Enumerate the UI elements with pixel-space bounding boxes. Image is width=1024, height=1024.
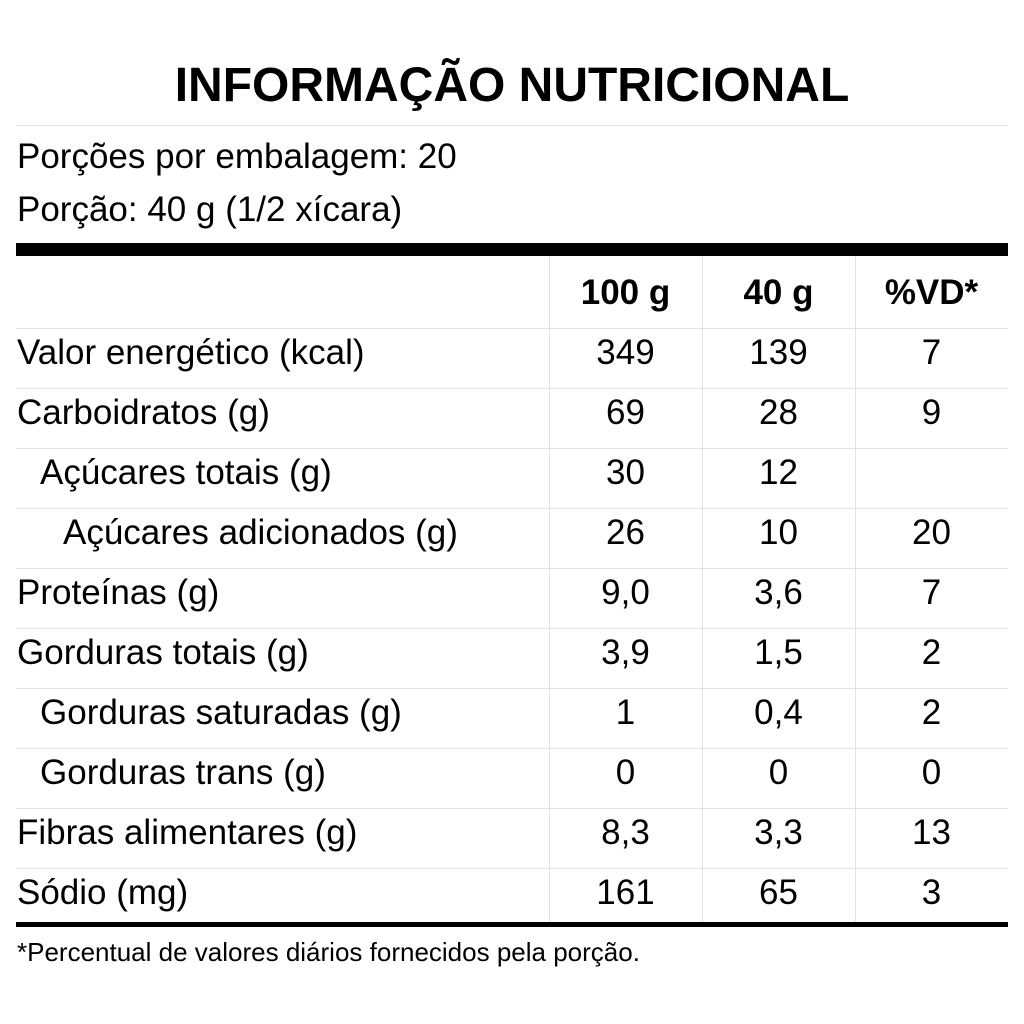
row-divider [16, 568, 1008, 569]
row-label: Valor energético (kcal) [17, 333, 365, 372]
column-header: %VD* [884, 273, 979, 312]
row-divider [16, 748, 1008, 749]
row-divider [16, 328, 1008, 329]
row-label: Gorduras totais (g) [17, 633, 309, 672]
row-label: Fibras alimentares (g) [17, 813, 358, 852]
row-divider [16, 448, 1008, 449]
row-label: Sódio (mg) [17, 873, 189, 912]
row-value: 65 [759, 873, 798, 912]
row-value: 349 [596, 333, 655, 372]
row-value: 2 [921, 633, 942, 672]
row-label: Gorduras saturadas (g) [40, 693, 402, 732]
column-header: 40 g [743, 273, 814, 312]
row-value: 30 [606, 453, 645, 492]
row-value: 9 [921, 393, 942, 432]
row-value: 26 [606, 513, 645, 552]
column-divider [549, 256, 550, 922]
serving-size: Porção: 40 g (1/2 xícara) [17, 190, 403, 229]
row-value: 1 [615, 693, 636, 732]
footnote: *Percentual de valores diários fornecido… [17, 937, 640, 967]
row-value: 2 [921, 693, 942, 732]
column-header: 100 g [580, 273, 671, 312]
row-label: Açúcares adicionados (g) [63, 513, 458, 552]
row-divider [16, 688, 1008, 689]
servings-per-package: Porções por embalagem: 20 [17, 137, 457, 176]
row-value: 3,6 [754, 573, 803, 612]
bottom-bar [16, 922, 1008, 927]
row-value: 1,5 [754, 633, 803, 672]
row-label: Carboidratos (g) [17, 393, 270, 432]
row-value: 0 [768, 753, 789, 792]
row-label: Açúcares totais (g) [40, 453, 332, 492]
row-value: 7 [921, 333, 942, 372]
row-value: 3 [921, 873, 942, 912]
row-value: 0,4 [754, 693, 803, 732]
row-divider [16, 628, 1008, 629]
row-value: 12 [759, 453, 798, 492]
row-value: 9,0 [601, 573, 650, 612]
column-divider [855, 256, 856, 922]
row-value: 7 [921, 573, 942, 612]
row-value: 20 [912, 513, 951, 552]
row-value: 10 [759, 513, 798, 552]
row-divider [16, 388, 1008, 389]
title: INFORMAÇÃO NUTRICIONAL [174, 59, 850, 112]
row-divider [16, 868, 1008, 869]
row-value: 0 [615, 753, 636, 792]
row-value: 8,3 [601, 813, 650, 852]
row-divider [16, 808, 1008, 809]
row-value: 13 [912, 813, 951, 852]
row-value: 3,3 [754, 813, 803, 852]
row-value: 161 [596, 873, 655, 912]
row-label: Gorduras trans (g) [40, 753, 326, 792]
row-value: 139 [749, 333, 808, 372]
row-value: 28 [759, 393, 798, 432]
row-value: 3,9 [601, 633, 650, 672]
row-value: 69 [606, 393, 645, 432]
row-value: 0 [921, 753, 942, 792]
column-divider [702, 256, 703, 922]
row-label: Proteínas (g) [17, 573, 220, 612]
divider [16, 125, 1008, 126]
thick-bar [16, 243, 1008, 256]
row-divider [16, 508, 1008, 509]
